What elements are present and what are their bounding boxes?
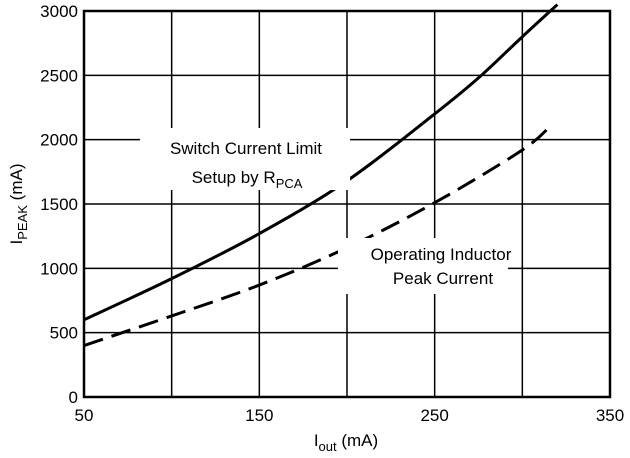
x-tick-label: 150 [245,406,273,425]
y-tick-label: 2500 [40,66,78,85]
y-tick-label: 3000 [40,2,78,21]
y-axis-label: IPEAK (mA) [7,164,30,245]
x-axis-label: Iout (mA) [314,431,378,454]
switch-annotation-line2: Setup by RPCA [192,168,303,191]
y-tick-label: 0 [69,388,78,407]
y-tick-labels: 0 500 1000 1500 2000 2500 3000 [40,2,78,407]
x-tick-labels: 50 150 250 350 [75,406,625,425]
x-tick-label: 350 [596,406,624,425]
grid-lines [84,11,610,397]
switch-annotation-line1: Switch Current Limit [170,139,322,158]
switch-current-limit-line [83,3,559,322]
inductor-annotation-line2: Peak Current [393,269,493,288]
x-tick-label: 50 [75,406,94,425]
y-tick-label: 2000 [40,131,78,150]
y-tick-label: 1500 [40,195,78,214]
plot-area-border [82,9,612,399]
switch-annotation-background [140,128,350,190]
y-tick-label: 500 [50,324,78,343]
y-tick-label: 1000 [40,259,78,278]
x-tick-label: 250 [420,406,448,425]
inductor-annotation-line1: Operating Inductor [371,245,512,264]
inductor-annotation-background [338,238,508,294]
